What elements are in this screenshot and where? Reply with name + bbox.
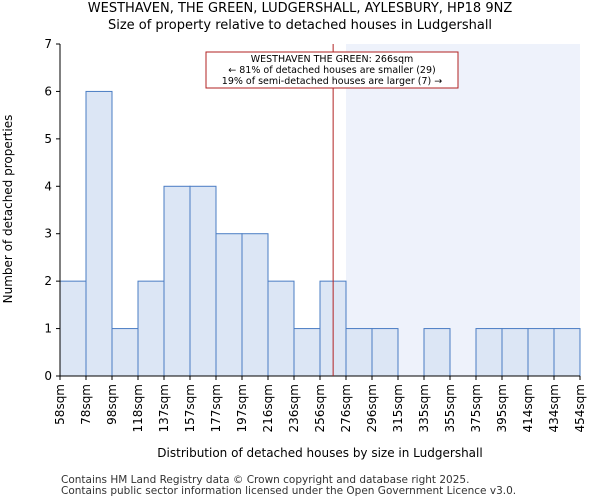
bar-375sqm — [475, 328, 503, 377]
x-tick-label: 395sqm — [495, 384, 509, 432]
footer-copyright: Contains HM Land Registry data © Crown c… — [61, 474, 470, 486]
y-tick-label: 2 — [44, 274, 52, 288]
x-tick-label: 296sqm — [365, 384, 379, 432]
x-tick-label: 58sqm — [53, 384, 67, 425]
chart-subtitle: Size of property relative to detached ho… — [107, 18, 493, 33]
bars-layer — [59, 90, 581, 377]
x-tick-label: 98sqm — [105, 384, 119, 425]
x-axis-label: Distribution of detached houses by size … — [157, 446, 482, 460]
x-tick-label: 414sqm — [521, 384, 535, 432]
x-tick-label: 177sqm — [209, 384, 223, 432]
annotation-box — [205, 51, 459, 89]
x-tick-label: 355sqm — [443, 384, 457, 432]
chart-title: WESTHAVEN, THE GREEN, LUDGERSHALL, AYLES… — [87, 1, 513, 16]
y-axis-label: Number of detached properties — [1, 115, 15, 304]
annotation-line-3: 19% of semi-detached houses are larger (… — [222, 76, 442, 87]
x-tick-label: 236sqm — [287, 384, 301, 432]
bar-58sqm — [59, 280, 87, 377]
bar-276sqm — [345, 328, 373, 377]
bar-335sqm — [423, 328, 451, 377]
marker-layer: WESTHAVEN THE GREEN: 266sqm← 81% of deta… — [205, 44, 459, 376]
bar-177sqm — [215, 233, 243, 377]
x-tick-label: 78sqm — [79, 384, 93, 425]
x-tick-label: 335sqm — [417, 384, 431, 432]
y-tick-label: 7 — [44, 37, 52, 51]
y-ticks-layer: 0 1 2 3 4 5 6 7 — [44, 37, 60, 383]
y-tick-label: 3 — [44, 227, 52, 241]
x-tick-label: 157sqm — [183, 384, 197, 432]
annotation-line-2: ← 81% of detached houses are smaller (29… — [228, 65, 435, 76]
highlight-region-layer — [346, 44, 580, 376]
bar-414sqm — [527, 328, 555, 377]
x-tick-label: 276sqm — [339, 384, 353, 432]
x-tick-label: 454sqm — [573, 384, 587, 432]
bar-395sqm — [501, 328, 529, 377]
x-tick-label: 434sqm — [547, 384, 561, 432]
y-tick-label: 4 — [44, 179, 52, 193]
highlight-region — [346, 44, 580, 376]
bar-137sqm — [163, 185, 191, 377]
x-tick-label: 216sqm — [261, 384, 275, 432]
x-tick-label: 197sqm — [235, 384, 249, 432]
x-tick-label: 375sqm — [469, 384, 483, 432]
x-tick-label: 315sqm — [391, 384, 405, 432]
annotation-line-1: WESTHAVEN THE GREEN: 266sqm — [251, 54, 414, 65]
bar-78sqm — [85, 90, 113, 377]
footer-licence: Contains public sector information licen… — [61, 485, 517, 497]
y-tick-label: 1 — [44, 322, 52, 336]
y-tick-label: 5 — [44, 132, 52, 146]
y-tick-label: 0 — [44, 369, 52, 383]
x-tick-label: 256sqm — [313, 384, 327, 432]
x-ticks-layer: 58sqm 78sqm 98sqm 118sqm 137sqm 157sqm 177sqm 1… — [53, 376, 587, 432]
y-tick-label: 6 — [44, 84, 52, 98]
bar-296sqm — [371, 328, 399, 377]
bar-98sqm — [111, 328, 139, 377]
x-tick-label: 137sqm — [157, 384, 171, 432]
bar-236sqm — [293, 328, 321, 377]
bar-118sqm — [137, 280, 165, 377]
bar-157sqm — [189, 185, 217, 377]
bar-216sqm — [267, 280, 295, 377]
bar-434sqm — [553, 328, 581, 377]
x-tick-label: 118sqm — [131, 384, 145, 432]
bar-197sqm — [241, 233, 269, 377]
